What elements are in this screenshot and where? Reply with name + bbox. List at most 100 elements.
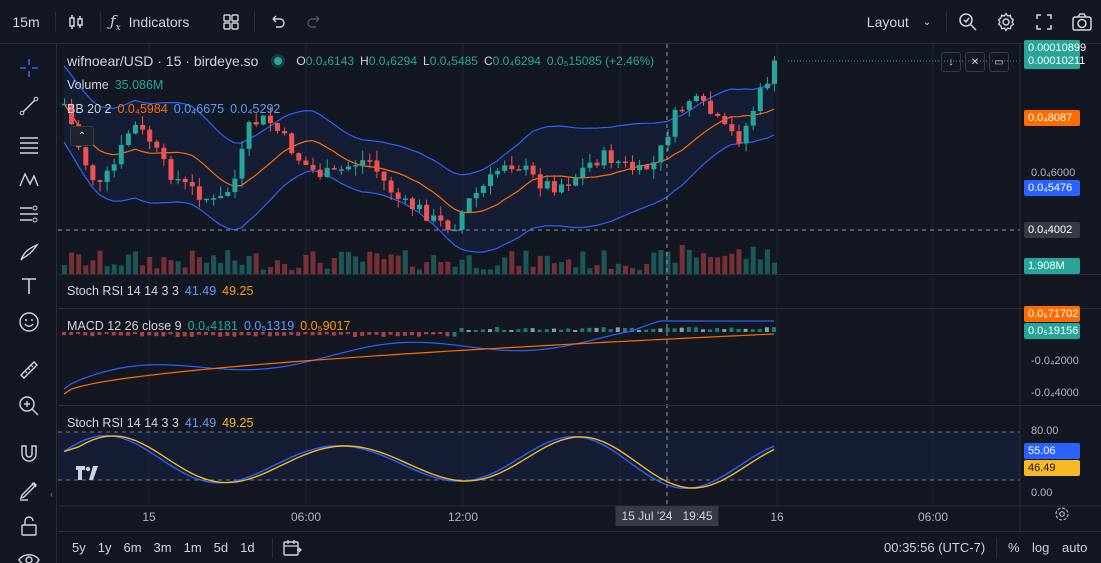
stay-in-drawing-mode-icon[interactable]: [13, 474, 45, 506]
text-icon[interactable]: [13, 270, 45, 302]
forecast-icon[interactable]: [13, 198, 45, 230]
templates-grid-icon[interactable]: [218, 8, 244, 36]
stoch-label: Stoch RSI 14 14 3 3: [67, 284, 179, 298]
volume-bar: [495, 265, 501, 274]
candle-body: [260, 115, 266, 125]
ohlc-low: L0.0₄5485: [423, 54, 478, 68]
candle-body: [658, 145, 664, 163]
candle-body: [62, 103, 67, 106]
macd-hist-bar: [693, 327, 698, 332]
candle-body: [189, 182, 195, 187]
volume-bar: [473, 267, 479, 274]
volume-bar: [147, 256, 153, 274]
macd-hist-bar: [409, 332, 414, 336]
volume-bar: [388, 254, 394, 274]
gear-icon[interactable]: [993, 8, 1019, 36]
chart-type-candles-icon[interactable]: [64, 8, 88, 36]
brush-icon[interactable]: [13, 236, 45, 268]
tradingview-logo[interactable]: [74, 462, 102, 484]
stoch-legend[interactable]: Stoch RSI 14 14 3 3 41.49 49.25: [67, 284, 253, 298]
ruler-icon[interactable]: [13, 354, 45, 386]
candle-body: [90, 165, 96, 181]
candle-body: [708, 100, 714, 114]
range-button-1m[interactable]: 1m: [183, 540, 202, 555]
range-button-5y[interactable]: 5y: [72, 540, 86, 555]
chart-container[interactable]: wifnoear/USD · 15 · birdeye.so O0.0₄6143…: [58, 40, 1101, 531]
candle-body: [204, 198, 209, 201]
indicators-button[interactable]: ƒx Indicators: [110, 8, 206, 36]
volume-bar: [267, 267, 273, 274]
undo-icon[interactable]: [264, 8, 290, 36]
zoom-in-icon[interactable]: [13, 390, 45, 422]
bb-basis-value: 0.0₄5984: [117, 102, 168, 116]
magnet-icon[interactable]: [13, 438, 45, 470]
candle-body: [772, 60, 777, 84]
candle-body: [480, 185, 486, 193]
macd-hist-bar: [466, 329, 471, 332]
percent-scale-toggle[interactable]: %: [1008, 540, 1020, 555]
crosshair-icon[interactable]: [13, 52, 45, 84]
volume-bar: [523, 250, 529, 274]
volume-legend[interactable]: Volume 35.086M: [67, 78, 163, 92]
pane-separator[interactable]: [58, 405, 1101, 406]
volume-bar: [686, 249, 692, 274]
symbol-title[interactable]: wifnoear/USD · 15 · birdeye.so: [67, 53, 259, 69]
maximize-pane-icon[interactable]: ▭: [989, 52, 1009, 72]
chart-canvas[interactable]: [58, 44, 1101, 531]
pattern-icon[interactable]: [13, 164, 45, 196]
fib-retracement-icon[interactable]: [13, 128, 45, 160]
camera-icon[interactable]: [1068, 8, 1096, 36]
macd-hist-bar: [161, 332, 166, 337]
expand-chevron-icon[interactable]: ‹: [50, 489, 54, 500]
quick-search-icon[interactable]: [955, 8, 981, 36]
log-scale-toggle[interactable]: log: [1032, 540, 1050, 555]
eye-icon[interactable]: [13, 544, 45, 563]
macd-hist-bar: [97, 332, 102, 335]
toolbar-divider: [100, 12, 101, 32]
bb-legend[interactable]: BB 20 2 0.0₄5984 0.0₄6675 0.0₄5292: [67, 102, 280, 116]
trend-line-icon[interactable]: [13, 90, 45, 122]
lock-icon[interactable]: [13, 510, 45, 542]
macd-legend[interactable]: MACD 12 26 close 9 0.0₄4181 0.0₅1319 0.0…: [67, 319, 350, 333]
candle-body: [764, 83, 770, 89]
emoji-icon[interactable]: [13, 306, 45, 338]
price-label: 0.0₄6000: [1031, 167, 1076, 179]
macd-hist-bar: [125, 332, 130, 336]
redo-icon[interactable]: [302, 8, 328, 36]
stoch2-legend[interactable]: Stoch RSI 14 14 3 3 41.49 49.25: [67, 416, 253, 430]
range-button-3m[interactable]: 3m: [153, 540, 172, 555]
macd-hist-bar: [523, 328, 528, 332]
range-button-1d[interactable]: 1d: [240, 540, 255, 555]
pane-separator[interactable]: [58, 274, 1101, 275]
stoch-band-fill: [58, 432, 1020, 480]
collapse-pane-icon[interactable]: ✕: [965, 52, 985, 72]
pane-separator[interactable]: [58, 308, 1101, 309]
macd-hist-bar: [175, 332, 180, 337]
fullscreen-icon[interactable]: [1031, 8, 1057, 36]
ohlc-change: 0.0₅15085 (+2.46%): [546, 54, 655, 68]
macd-hist-bar: [253, 332, 258, 337]
time-scale-settings-icon[interactable]: [1054, 506, 1072, 524]
collapse-legend-icon[interactable]: ⌃: [70, 126, 94, 146]
range-button-5d[interactable]: 5d: [213, 540, 229, 555]
time-label: 12:00: [447, 510, 479, 524]
date-range-icon[interactable]: [282, 538, 302, 561]
macd-hist-bar: [417, 332, 421, 337]
macd-hist-bar: [111, 332, 116, 336]
interval-button[interactable]: 15m: [8, 8, 44, 36]
ohlc-open: O0.0₄6143: [296, 54, 355, 68]
volume-bar: [218, 262, 224, 274]
move-down-icon[interactable]: ↓: [941, 52, 961, 72]
macd-scale-label: -0.0₄2000: [1031, 355, 1079, 367]
candle-body: [459, 212, 465, 230]
candle-body: [417, 204, 422, 210]
layout-button[interactable]: Layout ⌄: [858, 8, 940, 36]
auto-scale-toggle[interactable]: auto: [1062, 540, 1088, 555]
volume-bar: [395, 255, 401, 274]
range-button-6m[interactable]: 6m: [123, 540, 142, 555]
volume-bar: [111, 264, 117, 274]
toolbar-divider: [254, 12, 255, 32]
clock-timezone[interactable]: 00:35:56 (UTC-7): [884, 540, 986, 555]
range-button-1y[interactable]: 1y: [97, 540, 112, 555]
candle-body: [147, 129, 153, 142]
